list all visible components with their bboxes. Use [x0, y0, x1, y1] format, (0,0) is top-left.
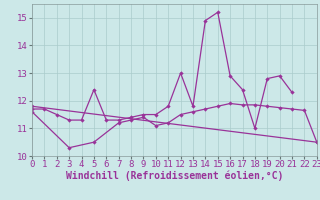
X-axis label: Windchill (Refroidissement éolien,°C): Windchill (Refroidissement éolien,°C): [66, 171, 283, 181]
